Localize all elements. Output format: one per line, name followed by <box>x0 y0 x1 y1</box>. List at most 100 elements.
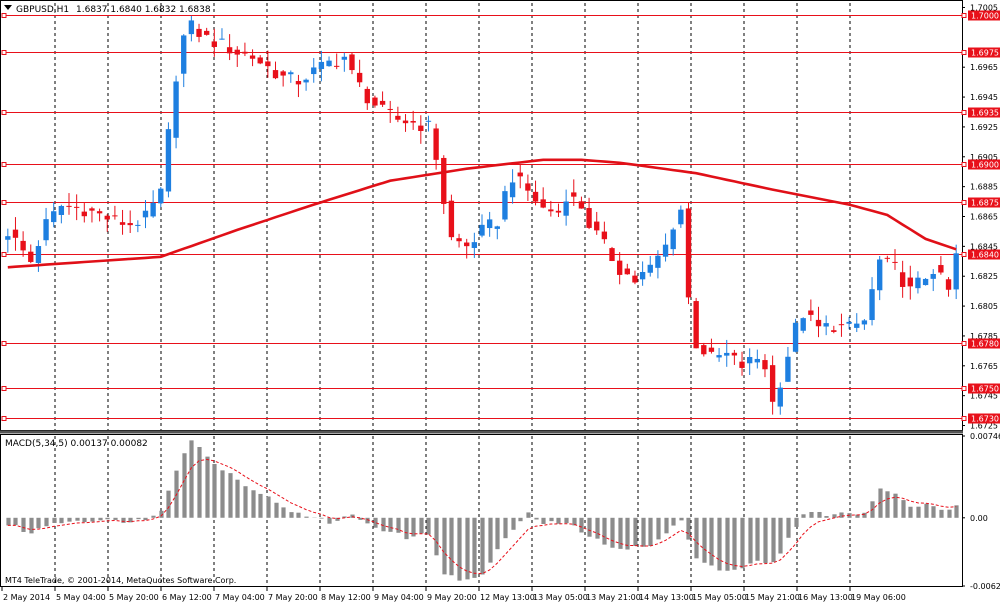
candle-body <box>701 345 706 354</box>
candle-body <box>258 57 263 63</box>
candle-body <box>518 173 523 177</box>
candle-body <box>357 73 362 82</box>
time-label: 9 May 04:00 <box>374 593 424 602</box>
candle-body <box>770 365 775 402</box>
candle-body <box>938 265 943 272</box>
candle-body <box>762 360 767 369</box>
candle-body <box>586 208 591 228</box>
candle-body <box>242 52 247 54</box>
candle-body <box>869 289 874 320</box>
time-label: 13 May 05:00 <box>533 593 588 602</box>
candle-body <box>823 323 828 326</box>
candle-body <box>908 278 913 287</box>
candle-body <box>89 208 94 210</box>
level-anchor-handle <box>962 342 966 346</box>
level-tag-label: 1.6840 <box>971 251 999 260</box>
candle-body <box>533 192 538 202</box>
level-tag-label: 1.6780 <box>971 340 999 349</box>
candle-body <box>923 279 928 285</box>
candle-body <box>495 226 500 229</box>
candle-body <box>311 67 316 74</box>
candle-body <box>112 215 117 216</box>
candle-body <box>785 357 790 382</box>
time-label: 16 May 13:00 <box>798 593 853 602</box>
candle-body <box>418 126 423 131</box>
candle-body <box>671 229 676 249</box>
candle-body <box>716 355 721 357</box>
time-label: 13 May 21:00 <box>586 593 641 602</box>
candle-body <box>280 71 285 75</box>
candle-body <box>686 208 691 297</box>
candle-body <box>854 324 859 328</box>
candle-body <box>472 242 477 248</box>
candle-body <box>319 62 324 69</box>
level-anchor-handle <box>962 111 966 115</box>
level-tag-label: 1.6875 <box>971 199 999 208</box>
candle-body <box>326 61 331 67</box>
candle-body <box>510 182 515 197</box>
candle-body <box>150 203 155 217</box>
candle-body <box>525 183 530 190</box>
candle-body <box>82 212 87 217</box>
candle-body <box>846 322 851 324</box>
candle-body <box>732 353 737 356</box>
candle-body <box>166 129 171 191</box>
candle-body <box>189 20 194 34</box>
level-anchor-handle <box>2 253 6 257</box>
candle-body <box>541 199 546 207</box>
time-label: 9 May 20:00 <box>427 593 477 602</box>
candle-body <box>51 211 56 222</box>
candle-body <box>579 201 584 208</box>
candle-body <box>365 89 370 103</box>
candle-body <box>13 230 18 238</box>
candle-body <box>433 128 438 159</box>
candle-body <box>388 109 393 110</box>
level-anchor-handle <box>962 387 966 391</box>
ohlc-label: 1.6837 1.6840 1.6832 1.6838 <box>76 5 211 15</box>
copyright-text: MT4 TeleTrade, © 2001-2014, MetaQuotes S… <box>5 576 236 585</box>
level-tag-label: 1.6975 <box>971 49 999 58</box>
price-tick-label: 1.6865 <box>970 213 998 222</box>
candle-body <box>739 362 744 368</box>
level-anchor-handle <box>2 387 6 391</box>
time-label: 5 May 04:00 <box>56 593 106 602</box>
level-anchor-handle <box>962 253 966 257</box>
candle-body <box>97 211 102 213</box>
candle-body <box>250 55 255 58</box>
candle-body <box>235 50 240 55</box>
candle-body <box>831 330 836 332</box>
candle-body <box>334 66 339 67</box>
candle-body <box>219 39 224 40</box>
time-label: 14 May 13:00 <box>639 593 694 602</box>
candle-body <box>548 209 553 211</box>
candle-body <box>808 310 813 314</box>
level-anchor-handle <box>2 163 6 167</box>
candle-body <box>380 101 385 105</box>
level-anchor-handle <box>962 14 966 18</box>
candle-body <box>28 252 33 262</box>
time-label: 15 May 05:00 <box>692 593 747 602</box>
candle-body <box>502 191 507 219</box>
candle-body <box>105 216 110 220</box>
candle-body <box>128 223 133 225</box>
symbol-label: GBPUSD,H1 <box>16 5 69 15</box>
candle-body <box>953 253 958 289</box>
candle-body <box>173 81 178 137</box>
level-anchor-handle <box>2 111 6 115</box>
candle-body <box>885 258 890 259</box>
candle-body <box>862 320 867 324</box>
macd-tick-label: 0.00 <box>970 514 988 523</box>
time-label: 12 May 13:00 <box>480 593 535 602</box>
candle-body <box>449 201 454 237</box>
level-tag-label: 1.6900 <box>971 161 999 170</box>
candle-body <box>204 31 209 35</box>
candle-body <box>43 219 48 240</box>
level-tag-label: 1.6935 <box>971 109 999 118</box>
candle-body <box>563 201 568 215</box>
candle-body <box>181 35 186 73</box>
candle-body <box>74 207 79 208</box>
candle-body <box>288 72 293 74</box>
candle-body <box>5 236 10 240</box>
